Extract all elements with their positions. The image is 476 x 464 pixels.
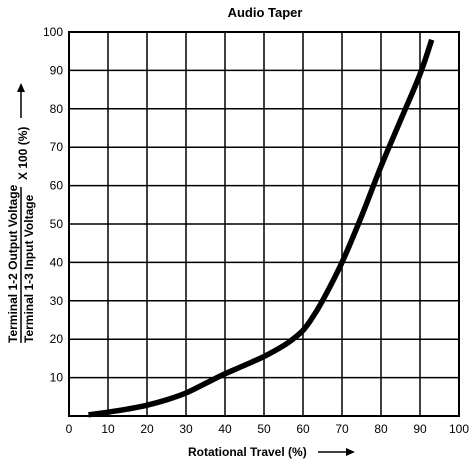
y-tick-label: 90 bbox=[50, 63, 64, 77]
y-axis-label-suffix: X 100 (%) bbox=[16, 127, 30, 180]
x-tick-label: 100 bbox=[449, 422, 469, 436]
y-tick-label: 80 bbox=[50, 102, 64, 116]
series-line bbox=[88, 38, 435, 418]
y-tick-label: 20 bbox=[50, 332, 64, 346]
chart-title: Audio Taper bbox=[228, 5, 303, 20]
y-axis-label-denominator: Terminal 1-3 Input Voltage bbox=[22, 194, 36, 343]
y-tick-labels: 10 20 30 40 50 60 70 80 90 100 bbox=[43, 25, 63, 385]
y-tick-label: 60 bbox=[50, 179, 64, 193]
grid-lines bbox=[69, 32, 459, 416]
y-axis-arrow-icon bbox=[17, 83, 25, 92]
x-tick-label: 10 bbox=[101, 422, 115, 436]
x-tick-label: 80 bbox=[374, 422, 388, 436]
x-axis-label: Rotational Travel (%) bbox=[188, 445, 307, 459]
series-curve bbox=[88, 38, 435, 418]
y-tick-label: 10 bbox=[50, 371, 64, 385]
y-tick-label: 30 bbox=[50, 294, 64, 308]
x-tick-label: 30 bbox=[179, 422, 193, 436]
x-axis-label-group: Rotational Travel (%) bbox=[188, 445, 355, 459]
y-tick-label: 50 bbox=[50, 217, 64, 231]
plot-frame bbox=[68, 31, 460, 417]
x-tick-labels: 0 10 20 30 40 50 60 70 80 90 100 bbox=[66, 422, 470, 436]
x-tick-label: 70 bbox=[335, 422, 349, 436]
y-tick-label: 70 bbox=[50, 140, 64, 154]
x-tick-label: 90 bbox=[413, 422, 427, 436]
y-axis-label-group: Terminal 1-2 Output Voltage Terminal 1-3… bbox=[6, 83, 36, 343]
x-tick-label: 20 bbox=[140, 422, 154, 436]
x-tick-label: 40 bbox=[218, 422, 232, 436]
y-tick-label: 100 bbox=[43, 25, 63, 39]
y-axis-label-numerator: Terminal 1-2 Output Voltage bbox=[6, 184, 20, 343]
x-tick-label: 60 bbox=[296, 422, 310, 436]
x-tick-label: 50 bbox=[257, 422, 271, 436]
x-tick-label: 0 bbox=[66, 422, 73, 436]
x-axis-arrow-icon bbox=[346, 448, 355, 456]
y-tick-label: 40 bbox=[50, 255, 64, 269]
